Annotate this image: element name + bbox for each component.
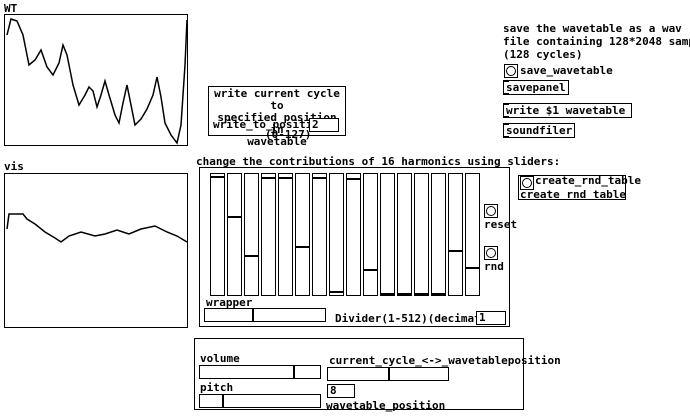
vslider[interactable] <box>210 173 225 296</box>
label: Divider(1-512)(decimator) <box>335 312 501 325</box>
slider-label: volume <box>200 352 240 365</box>
vslider[interactable] <box>431 173 446 296</box>
vis-graph <box>4 173 188 328</box>
vslider[interactable] <box>397 173 412 296</box>
bang[interactable] <box>520 176 534 190</box>
graph-label: WT <box>4 2 18 15</box>
slider-label: wrapper <box>206 296 253 309</box>
slider-label: current_cycle_<->_wavetableposition <box>329 354 561 367</box>
vslider[interactable] <box>380 173 395 296</box>
hslider[interactable] <box>199 394 321 408</box>
vslider[interactable] <box>244 173 259 296</box>
label: create rnd table <box>520 188 626 201</box>
vslider[interactable] <box>346 173 361 296</box>
comment-line: file containing 128*2048 samples <box>503 35 690 48</box>
vslider[interactable] <box>278 173 293 296</box>
subpatch[interactable] <box>518 175 626 200</box>
message[interactable]: write $1 wavetable <box>503 103 633 118</box>
vslider[interactable] <box>295 173 310 296</box>
vslider[interactable] <box>261 173 276 296</box>
hslider[interactable] <box>199 365 321 379</box>
vslider[interactable] <box>312 173 327 296</box>
label: write_to_position <box>213 118 326 131</box>
vslider[interactable] <box>414 173 429 296</box>
text-line: write current cycle to <box>214 87 340 112</box>
bang-label: save_wavetable <box>520 64 613 77</box>
bang[interactable] <box>504 64 518 78</box>
wt-graph <box>4 14 188 146</box>
vslider[interactable] <box>363 173 378 296</box>
comment: save the wavetable as a wav file contain… <box>503 22 690 61</box>
bang-label: reset <box>484 218 518 231</box>
text-line: wavetable <box>247 135 307 148</box>
hslider[interactable] <box>327 367 449 381</box>
graph-label: vis <box>4 160 24 173</box>
number-box[interactable]: 8 <box>327 384 355 398</box>
label: (0-127) <box>265 128 312 141</box>
object[interactable]: soundfiler <box>503 123 576 138</box>
slider-label: pitch <box>200 381 234 394</box>
number-box[interactable]: 2 <box>309 118 339 132</box>
canvas <box>194 338 524 410</box>
vslider[interactable] <box>227 173 242 296</box>
hslider[interactable] <box>204 308 326 322</box>
comment: change the contributions of 16 harmonics… <box>196 155 561 168</box>
bang-label: create_rnd_table <box>535 174 641 187</box>
vslider[interactable] <box>329 173 344 296</box>
comment-line: save the wavetable as a wav <box>503 22 682 35</box>
vslider[interactable] <box>448 173 463 296</box>
number-box[interactable]: 1 <box>476 311 506 325</box>
object[interactable]: savepanel <box>503 80 569 95</box>
bang-label: rnd <box>484 260 504 273</box>
bang[interactable] <box>484 204 498 218</box>
vslider[interactable] <box>465 173 480 296</box>
label: wavetable_position <box>326 399 446 412</box>
bang[interactable] <box>484 246 498 260</box>
comment-line: (128 cycles) <box>503 48 583 61</box>
text-line: specified position in <box>217 111 337 136</box>
